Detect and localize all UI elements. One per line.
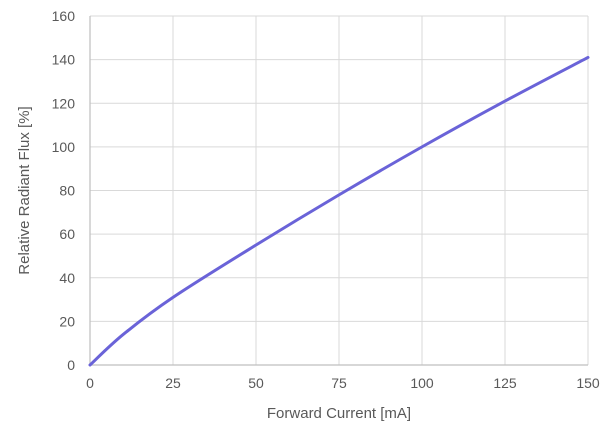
x-tick-label: 125 — [493, 375, 517, 391]
x-tick-label: 150 — [576, 375, 600, 391]
x-tick-label: 75 — [331, 375, 347, 391]
y-axis-title: Relative Radiant Flux [%] — [16, 106, 33, 274]
tick-labels: 0 25 50 75 100 125 150 0 20 40 60 80 100 120 140 160 — [52, 8, 600, 391]
x-axis-title: Forward Current [mA] — [267, 405, 411, 422]
y-tick-label: 40 — [59, 270, 75, 286]
grid — [89, 15, 589, 366]
y-tick-label: 140 — [52, 52, 76, 68]
y-tick-label: 20 — [59, 313, 75, 329]
y-tick-label: 60 — [59, 226, 75, 242]
x-tick-label: 100 — [410, 375, 434, 391]
y-tick-label: 160 — [52, 8, 76, 24]
x-tick-label: 0 — [86, 375, 94, 391]
y-tick-label: 80 — [59, 183, 75, 199]
x-tick-label: 50 — [248, 375, 264, 391]
x-tick-label: 25 — [165, 375, 181, 391]
y-tick-label: 100 — [52, 139, 76, 155]
axes — [89, 16, 588, 366]
y-tick-label: 120 — [52, 95, 76, 111]
series-layer — [88, 55, 590, 367]
y-tick-label: 0 — [67, 357, 75, 373]
series-line — [88, 55, 590, 367]
